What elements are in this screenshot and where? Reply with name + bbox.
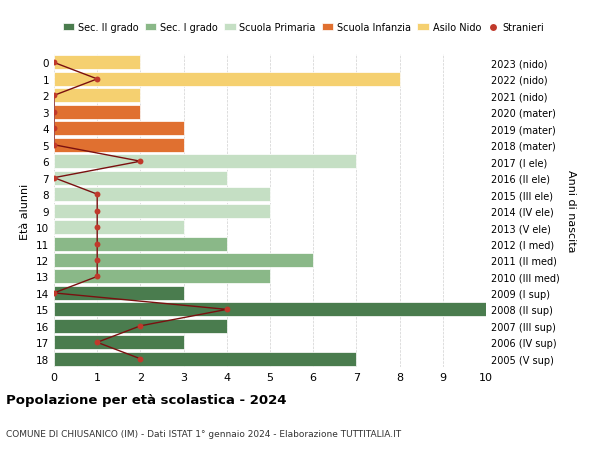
Bar (54, 286, 184, 300)
Point (92, 76, 102, 84)
Bar (54, 73, 400, 87)
Bar (54, 155, 356, 169)
Bar (54, 171, 227, 185)
Point (49, 92, 59, 100)
Bar (54, 106, 140, 119)
Point (92, 241, 102, 248)
Point (136, 158, 145, 166)
Bar (54, 319, 227, 333)
Bar (54, 139, 184, 152)
Bar (54, 204, 270, 218)
Point (92, 339, 102, 346)
Point (49, 60, 59, 67)
Text: Popolazione per età scolastica - 2024: Popolazione per età scolastica - 2024 (6, 393, 287, 406)
Bar (54, 89, 140, 103)
Point (136, 323, 145, 330)
Point (49, 174, 59, 182)
Point (92, 273, 102, 280)
Point (136, 355, 145, 363)
Bar (54, 270, 270, 284)
Point (92, 257, 102, 264)
Y-axis label: Anni di nascita: Anni di nascita (566, 170, 576, 252)
Point (222, 306, 232, 313)
Legend: Sec. II grado, Sec. I grado, Scuola Primaria, Scuola Infanzia, Asilo Nido, Stran: Sec. II grado, Sec. I grado, Scuola Prim… (59, 19, 548, 37)
Y-axis label: Età alunni: Età alunni (20, 183, 31, 239)
Point (49, 290, 59, 297)
Point (49, 142, 59, 149)
Bar (54, 122, 184, 136)
Point (49, 109, 59, 116)
Bar (54, 56, 140, 70)
Point (49, 125, 59, 133)
Bar (54, 188, 270, 202)
Bar (54, 336, 184, 350)
Point (92, 207, 102, 215)
Bar (54, 221, 184, 235)
Point (92, 191, 102, 198)
Bar (54, 352, 356, 366)
Bar (54, 237, 227, 251)
Text: COMUNE DI CHIUSANICO (IM) - Dati ISTAT 1° gennaio 2024 - Elaborazione TUTTITALIA: COMUNE DI CHIUSANICO (IM) - Dati ISTAT 1… (6, 429, 401, 438)
Bar (54, 303, 499, 317)
Point (92, 224, 102, 231)
Bar (54, 253, 313, 268)
